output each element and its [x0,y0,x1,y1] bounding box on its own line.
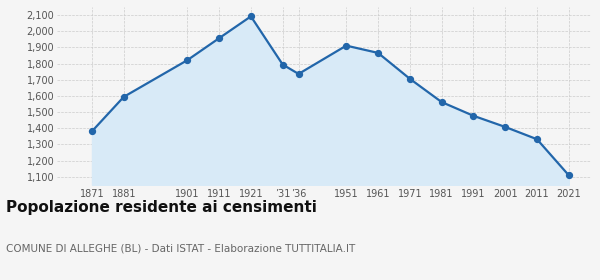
Point [405,76,415,81]
Point [532,137,542,141]
Point [437,100,446,104]
Point [182,58,192,62]
Point [564,173,574,178]
Point [469,114,478,118]
Point [294,72,304,76]
Point [341,43,351,48]
Text: Popolazione residente ai censimenti: Popolazione residente ai censimenti [6,200,317,215]
Point [214,36,224,40]
Point [500,125,510,129]
Point [278,62,287,67]
Point [119,95,128,99]
Point [246,14,256,18]
Point [87,129,97,134]
Text: COMUNE DI ALLEGHE (BL) - Dati ISTAT - Elaborazione TUTTITALIA.IT: COMUNE DI ALLEGHE (BL) - Dati ISTAT - El… [6,244,355,254]
Point [373,51,383,55]
